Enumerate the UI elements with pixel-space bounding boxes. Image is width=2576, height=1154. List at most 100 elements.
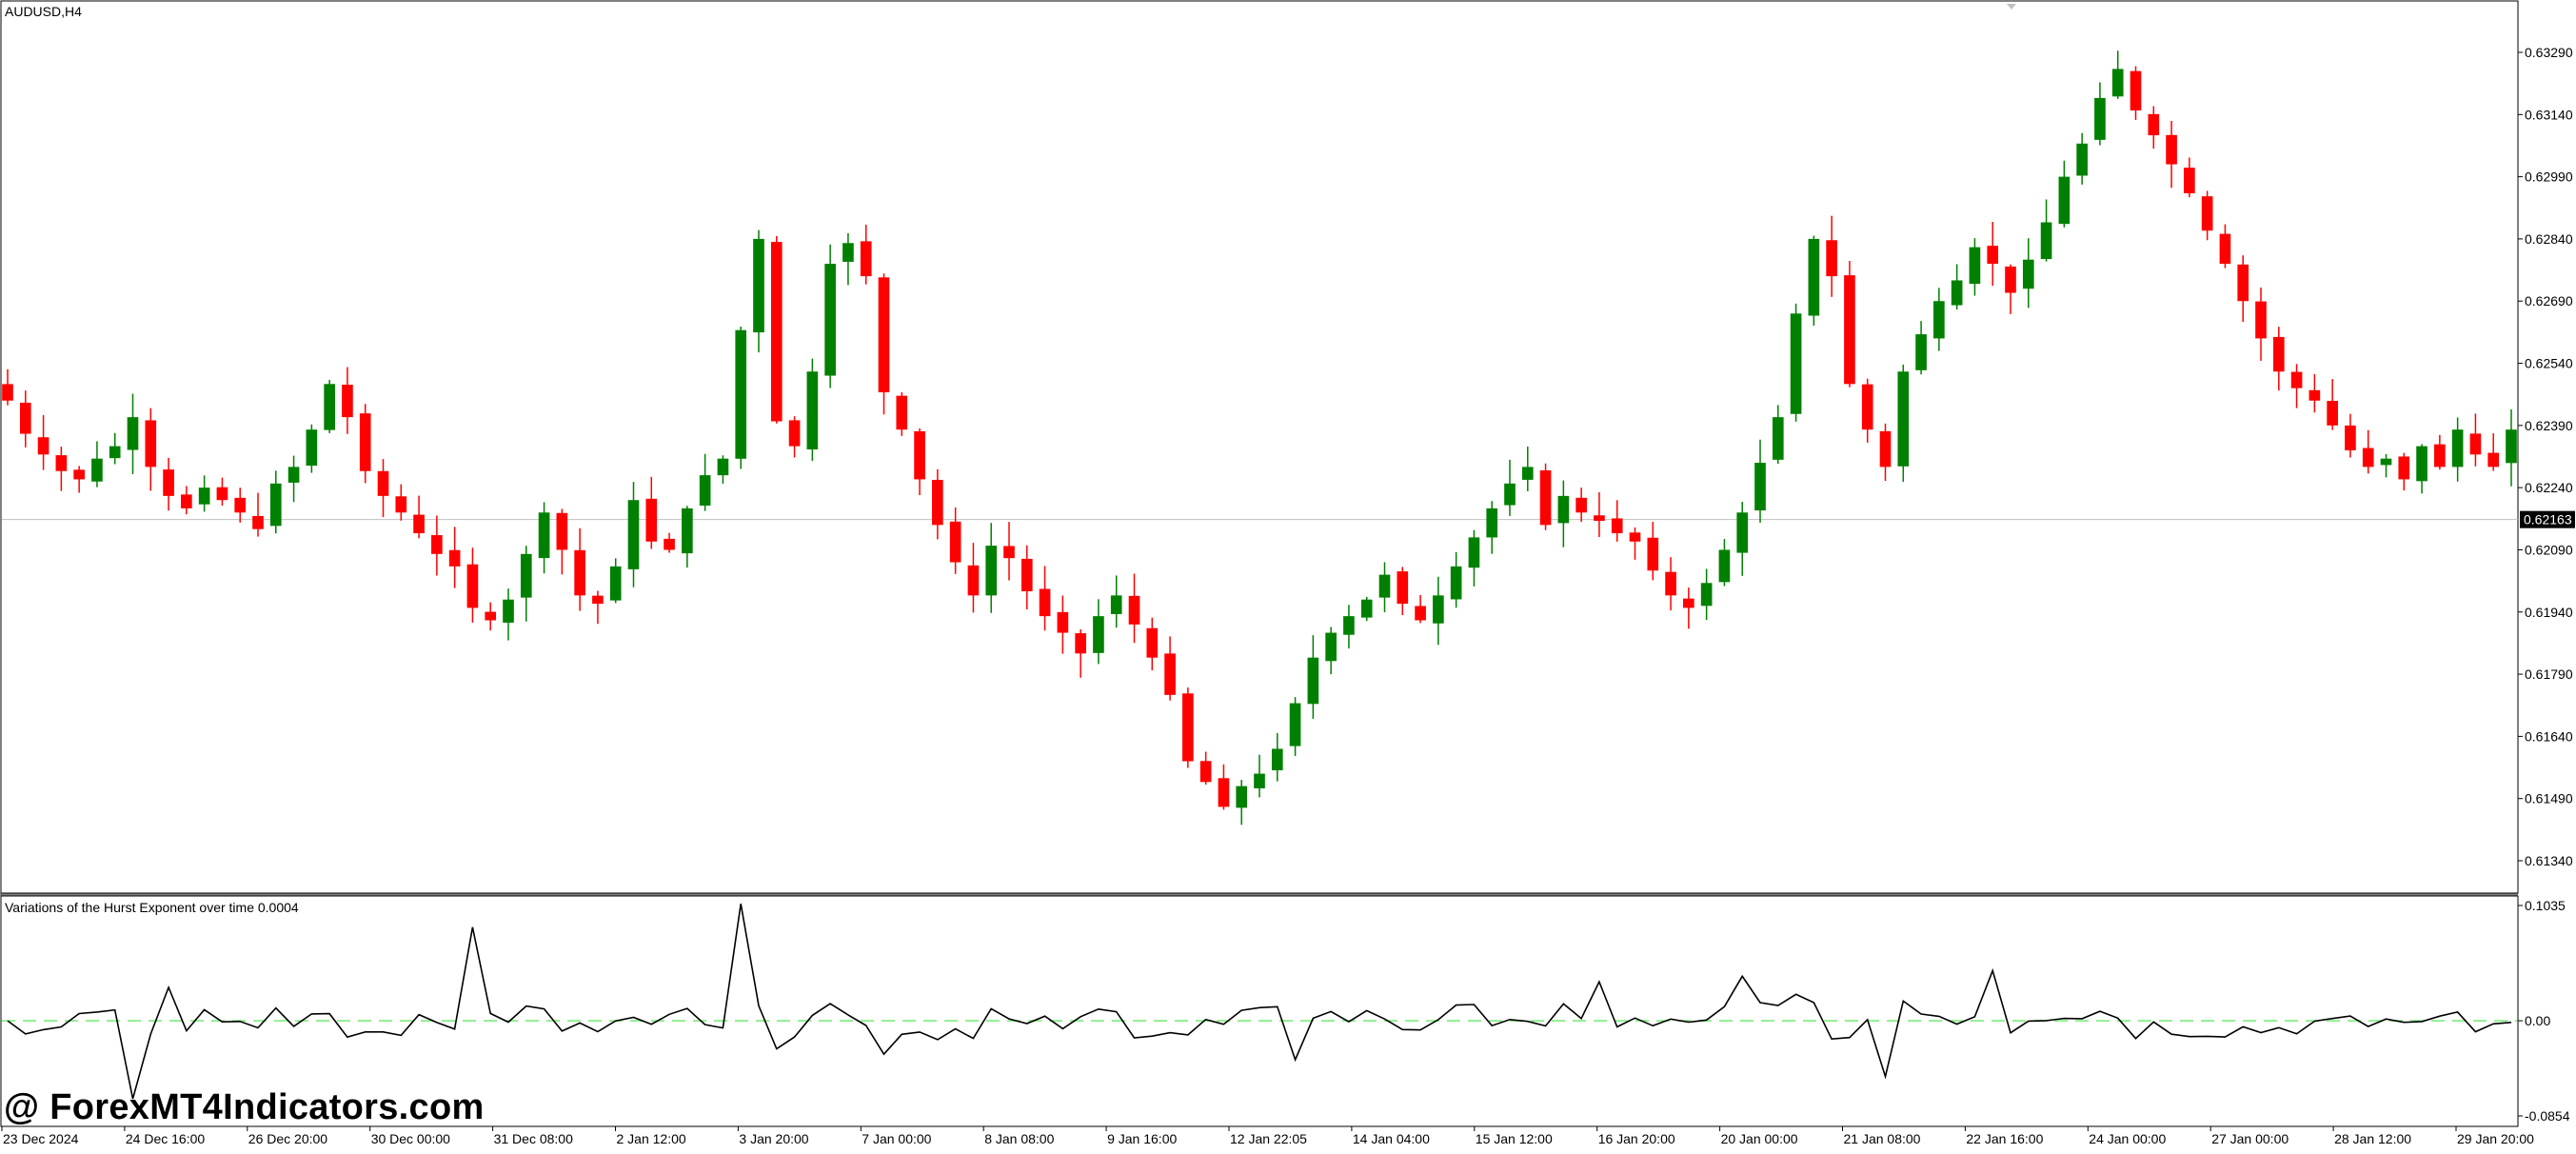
candle-body[interactable] — [2058, 176, 2071, 225]
candle-body[interactable] — [1897, 371, 1910, 467]
candle-body[interactable] — [699, 475, 711, 507]
candle-body[interactable] — [395, 496, 407, 513]
candle-body[interactable] — [37, 437, 50, 455]
candle-body[interactable] — [1057, 611, 1069, 633]
candle-body[interactable] — [609, 566, 622, 601]
candle-body[interactable] — [252, 515, 264, 529]
candle-body[interactable] — [2290, 371, 2303, 388]
candle-body[interactable] — [967, 565, 980, 596]
candle-body[interactable] — [1020, 558, 1033, 591]
candle-body[interactable] — [1397, 571, 1409, 605]
candle-body[interactable] — [1594, 515, 1605, 521]
candle-body[interactable] — [860, 241, 872, 277]
candle-body[interactable] — [645, 498, 658, 542]
candle-body[interactable] — [359, 413, 371, 471]
candle-body[interactable] — [1915, 334, 1927, 370]
candle-body[interactable] — [1933, 301, 1945, 339]
candle-body[interactable] — [2451, 429, 2464, 468]
candle-body[interactable] — [896, 395, 908, 430]
candle-body[interactable] — [2362, 448, 2374, 468]
candle-body[interactable] — [55, 455, 68, 471]
candle-body[interactable] — [1665, 571, 1676, 596]
candle-body[interactable] — [1378, 574, 1391, 598]
candle-body[interactable] — [377, 470, 389, 496]
candle-body[interactable] — [145, 420, 157, 468]
candle-body[interactable] — [1879, 430, 1892, 468]
candle-body[interactable] — [109, 446, 121, 459]
candle-body[interactable] — [878, 277, 890, 393]
candle-body[interactable] — [753, 238, 764, 333]
candle-body[interactable] — [324, 384, 335, 430]
candle-body[interactable] — [1236, 786, 1248, 808]
candle-body[interactable] — [520, 553, 532, 598]
candle-body[interactable] — [1736, 512, 1749, 553]
candle-body[interactable] — [181, 494, 192, 508]
candle-body[interactable] — [1164, 653, 1176, 695]
candle-body[interactable] — [1808, 238, 1820, 316]
candle-body[interactable] — [2076, 143, 2088, 176]
candle-body[interactable] — [2255, 301, 2267, 339]
candle-body[interactable] — [1861, 384, 1873, 430]
candle-body[interactable] — [2184, 168, 2195, 194]
price-axis[interactable]: 0.63290 0.63140 0.62990 0.62840 0.62690 0.625… — [2518, 45, 2573, 868]
candle-body[interactable] — [1415, 606, 1426, 621]
candle-body[interactable] — [413, 514, 425, 534]
indicator-axis[interactable]: 0.1035 0.00 -0.0854 — [2518, 898, 2570, 1124]
candle-body[interactable] — [1557, 495, 1570, 524]
candle-body[interactable] — [2487, 452, 2500, 468]
candle-body[interactable] — [1110, 595, 1122, 614]
candle-body[interactable] — [1486, 507, 1498, 538]
candle-body[interactable] — [163, 469, 174, 496]
candle-body[interactable] — [2166, 134, 2177, 165]
candle-body[interactable] — [2130, 70, 2142, 110]
candle-body[interactable] — [538, 512, 550, 559]
candle-body[interactable] — [73, 469, 85, 480]
candle-body[interactable] — [1772, 417, 1784, 460]
candle-body[interactable] — [287, 467, 300, 483]
candle-body[interactable] — [592, 595, 604, 605]
candle-body[interactable] — [1647, 537, 1659, 571]
candle-body[interactable] — [1093, 616, 1104, 653]
candle-body[interactable] — [1271, 748, 1283, 771]
candle-body[interactable] — [2416, 446, 2427, 482]
candle-body[interactable] — [1504, 483, 1516, 506]
candle-body[interactable] — [234, 497, 247, 513]
candle-body[interactable] — [574, 549, 585, 596]
candle-body[interactable] — [503, 599, 514, 623]
candle-body[interactable] — [1199, 761, 1212, 783]
candle-body[interactable] — [1254, 773, 1265, 788]
candle-body[interactable] — [2380, 458, 2392, 466]
candle-body[interactable] — [1433, 595, 1444, 624]
candle-body[interactable] — [1075, 633, 1086, 654]
candle-body[interactable] — [788, 420, 801, 447]
candle-body[interactable] — [2345, 425, 2356, 450]
candle-body[interactable] — [1611, 518, 1623, 534]
candle-body[interactable] — [2, 384, 13, 401]
candle-body[interactable] — [448, 549, 461, 567]
candle-body[interactable] — [1450, 566, 1462, 600]
candle-body[interactable] — [949, 521, 961, 563]
candle-body[interactable] — [91, 458, 103, 482]
candle-body[interactable] — [2219, 233, 2231, 265]
candle-body[interactable] — [2469, 433, 2482, 455]
candle-body[interactable] — [2237, 264, 2249, 302]
candle-body[interactable] — [2398, 456, 2410, 480]
candle-body[interactable] — [1289, 703, 1301, 746]
candle-body[interactable] — [198, 487, 210, 505]
candle-body[interactable] — [269, 483, 282, 527]
candle-body[interactable] — [1987, 246, 1999, 265]
candle-body[interactable] — [2111, 69, 2124, 97]
candle-body[interactable] — [2506, 429, 2517, 464]
candle-body[interactable] — [1307, 657, 1319, 705]
candle-body[interactable] — [1343, 616, 1355, 635]
candle-body[interactable] — [824, 264, 836, 376]
candle-body[interactable] — [1039, 588, 1051, 617]
candle-body[interactable] — [842, 243, 854, 262]
candle-body[interactable] — [19, 402, 31, 434]
candle-body[interactable] — [1700, 583, 1713, 607]
candle-body[interactable] — [216, 487, 228, 501]
candle-body[interactable] — [1218, 778, 1230, 807]
candle-body[interactable] — [1951, 280, 1963, 306]
candle-body[interactable] — [306, 429, 318, 467]
